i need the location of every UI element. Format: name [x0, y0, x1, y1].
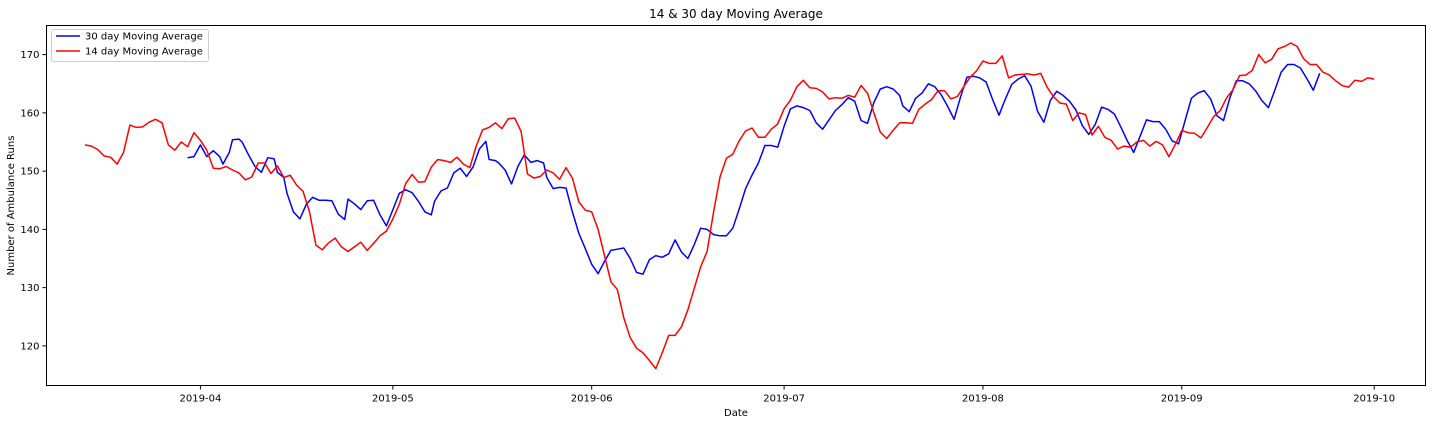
x-tick-label-5: 2019-09	[1161, 394, 1203, 405]
legend-label-30-day: 30 day Moving Average	[85, 32, 203, 43]
x-tick-label-2: 2019-06	[571, 394, 613, 405]
y-tick-label-5: 170	[20, 50, 39, 61]
legend-box	[51, 29, 209, 62]
x-axis-label: Date	[724, 408, 748, 419]
x-tick-label-4: 2019-08	[962, 394, 1004, 405]
x-tick-label-6: 2019-10	[1353, 394, 1395, 405]
y-tick-label-1: 130	[20, 283, 39, 294]
y-tick-label-0: 120	[20, 341, 39, 352]
series-layer	[84, 42, 1375, 370]
series-line-0	[187, 63, 1321, 275]
x-tick-label-3: 2019-07	[763, 394, 805, 405]
y-axis-label: Number of Ambulance Runs	[6, 136, 17, 276]
x-tick-label-0: 2019-04	[180, 394, 222, 405]
legend-label-14-day: 14 day Moving Average	[85, 47, 203, 58]
y-axis: 120 130 140 150 160 170	[20, 50, 47, 352]
chart-title: 14 & 30 day Moving Average	[649, 7, 823, 21]
x-axis: 2019-04 2019-05 2019-06 2019-07 2019-08 2019-…	[180, 385, 1395, 405]
legend: 30 day Moving Average 14 day Moving Aver…	[51, 29, 209, 62]
y-tick-label-3: 150	[20, 167, 39, 178]
plot-area-frame	[46, 25, 1426, 386]
x-tick-label-1: 2019-05	[372, 394, 414, 405]
y-tick-label-4: 160	[20, 108, 39, 119]
y-tick-label-2: 140	[20, 225, 39, 236]
series-line-1	[84, 42, 1375, 370]
